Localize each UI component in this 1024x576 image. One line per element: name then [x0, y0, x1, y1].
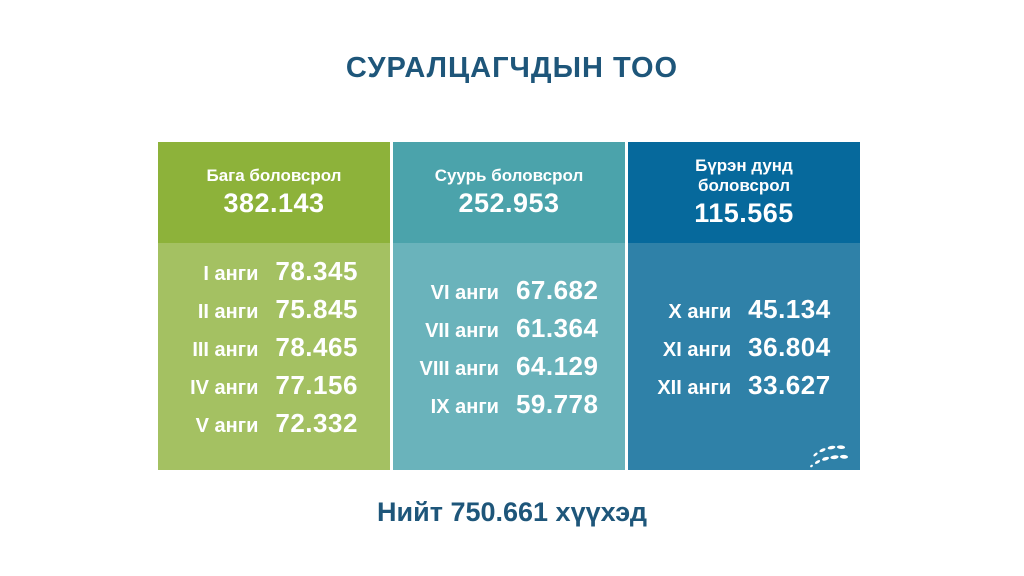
complete-header: Бүрэн дунд боловсрол 115.565	[628, 142, 860, 243]
total-count: Нийт 750.661 хүүхэд	[377, 497, 647, 527]
row-label: XII анги	[657, 376, 732, 399]
table-row: IX анги 59.778	[420, 387, 599, 425]
table-row: VIII анги 64.129	[420, 349, 599, 387]
table-row: II анги 75.845	[190, 292, 358, 330]
column-basic-education: Суурь боловсрол 252.953 VI анги 67.682 V…	[393, 142, 625, 470]
row-label: X анги	[668, 300, 732, 323]
primary-header-label: Бага боловсрол	[206, 165, 342, 185]
dots-swoosh-logo	[810, 445, 848, 468]
row-label: VI анги	[430, 281, 499, 304]
row-value: 77.156	[275, 369, 358, 400]
page-title: СУРАЛЦАГЧДЫН ТОО	[345, 52, 679, 84]
table-row: XII анги 33.627	[657, 368, 830, 406]
row-label: IV анги	[190, 376, 259, 399]
row-value: 78.345	[275, 255, 358, 286]
table-row: V анги 72.332	[190, 406, 358, 444]
primary-rows: I анги 78.345 II анги 75.845 III анги 78…	[190, 254, 358, 444]
basic-header: Суурь боловсрол 252.953	[393, 142, 625, 243]
complete-header-label: Бүрэн дунд боловсрол	[695, 156, 793, 195]
enrollment-table: Бага боловсрол 382.143 I анги 78.345 II …	[158, 142, 860, 470]
table-row: VII анги 61.364	[420, 311, 599, 349]
complete-body: X анги 45.134 XI анги 36.804 XII анги 33…	[628, 243, 860, 470]
complete-rows: X анги 45.134 XI анги 36.804 XII анги 33…	[657, 292, 830, 406]
row-value: 61.364	[515, 312, 599, 343]
table-row: VI анги 67.682	[420, 273, 599, 311]
primary-header-total: 382.143	[223, 188, 325, 219]
row-label: VIII анги	[419, 357, 499, 380]
row-label: III анги	[192, 338, 259, 361]
table-row: I анги 78.345	[190, 254, 358, 292]
row-label: XI анги	[662, 338, 732, 361]
row-value: 36.804	[748, 331, 831, 362]
row-value: 67.682	[515, 274, 599, 305]
row-value: 72.332	[275, 407, 358, 438]
row-value: 33.627	[748, 369, 831, 400]
basic-header-total: 252.953	[458, 188, 560, 219]
primary-body: I анги 78.345 II анги 75.845 III анги 78…	[158, 243, 390, 470]
row-value: 64.129	[515, 350, 599, 381]
row-label: IX анги	[430, 395, 499, 418]
basic-header-label: Суурь боловсрол	[434, 165, 584, 185]
basic-body: VI анги 67.682 VII анги 61.364 VIII анги…	[393, 243, 625, 470]
row-value: 78.465	[275, 331, 358, 362]
table-row: XI анги 36.804	[657, 330, 830, 368]
row-label: I анги	[203, 262, 259, 285]
basic-rows: VI анги 67.682 VII анги 61.364 VIII анги…	[420, 273, 599, 425]
table-row: X анги 45.134	[657, 292, 830, 330]
complete-header-total: 115.565	[694, 197, 794, 228]
column-complete-secondary-education: Бүрэн дунд боловсрол 115.565 X анги 45.1…	[628, 142, 860, 470]
primary-header: Бага боловсрол 382.143	[158, 142, 390, 243]
row-label: VII анги	[425, 319, 499, 342]
row-value: 59.778	[515, 388, 599, 419]
row-value: 45.134	[748, 293, 831, 324]
row-value: 75.845	[275, 293, 358, 324]
table-row: III анги 78.465	[190, 330, 358, 368]
table-row: IV анги 77.156	[190, 368, 358, 406]
row-label: V анги	[195, 414, 259, 437]
row-label: II анги	[197, 300, 259, 323]
column-primary-education: Бага боловсрол 382.143 I анги 78.345 II …	[158, 142, 390, 470]
